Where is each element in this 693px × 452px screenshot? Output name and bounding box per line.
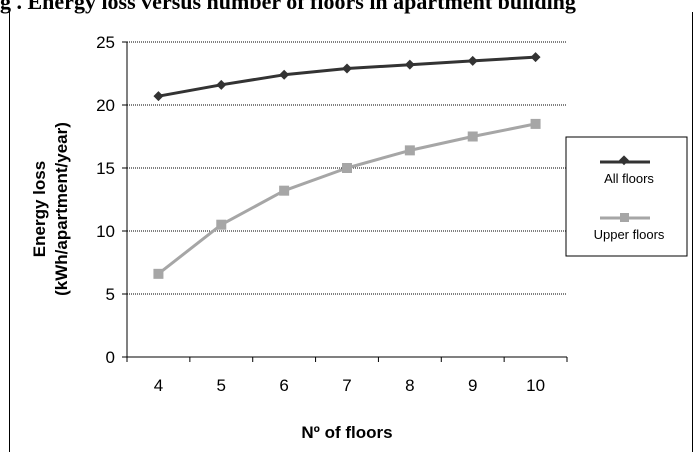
- legend: All floors Upper floors: [565, 136, 688, 257]
- x-tick-label: 8: [405, 376, 414, 395]
- x-tick-label: 6: [279, 376, 288, 395]
- x-tick-label: 10: [526, 376, 545, 395]
- data-point-all-floors: [404, 59, 415, 70]
- data-point-all-floors: [216, 79, 227, 90]
- header-fragment: g . Energy loss versus number of floors …: [0, 0, 576, 14]
- legend-label-all-floors: All floors: [604, 171, 654, 186]
- series-group: [153, 52, 541, 279]
- data-point-upper-floors: [404, 145, 415, 156]
- frame-left-border: [9, 12, 10, 452]
- y-tick-label: 15: [96, 159, 115, 178]
- y-tick-label: 5: [106, 285, 115, 304]
- x-tick-label: 7: [342, 376, 351, 395]
- x-tick-group: 4 5 6 7 8 9 10: [126, 357, 568, 395]
- y-axis-title-line2: (kWh/apartment/year): [52, 122, 71, 296]
- data-point-all-floors: [279, 69, 290, 80]
- data-point-upper-floors: [279, 185, 290, 196]
- y-tick-label: 25: [96, 33, 115, 52]
- y-axis-title-line1: Energy loss: [30, 161, 49, 257]
- data-point-upper-floors: [216, 219, 227, 230]
- data-point-all-floors: [342, 63, 352, 74]
- series-line-0: [158, 55, 536, 98]
- legend-marker-all-floors: [619, 155, 629, 166]
- data-point-all-floors: [467, 55, 478, 66]
- data-point-upper-floors: [530, 118, 541, 129]
- legend-box: [565, 136, 688, 257]
- data-point-upper-floors: [153, 268, 164, 279]
- x-tick-label: 5: [217, 376, 226, 395]
- legend-label-upper-floors: Upper floors: [594, 227, 665, 242]
- series-line-1: [157, 122, 536, 275]
- y-tick-label: 0: [106, 348, 115, 367]
- y-tick-label: 10: [96, 222, 115, 241]
- y-tick-label: 20: [96, 96, 115, 115]
- y-tick-group: 0 5 10 15 20 25: [96, 33, 127, 367]
- x-tick-label: 9: [468, 376, 477, 395]
- data-point-upper-floors: [342, 163, 352, 173]
- data-point-all-floors: [153, 91, 164, 102]
- x-axis-title: Nº of floors: [301, 423, 392, 442]
- data-point-upper-floors: [467, 131, 478, 142]
- legend-marker-upper-floors: [620, 213, 629, 222]
- x-tick-label: 4: [154, 376, 163, 395]
- data-point-all-floors: [530, 52, 541, 63]
